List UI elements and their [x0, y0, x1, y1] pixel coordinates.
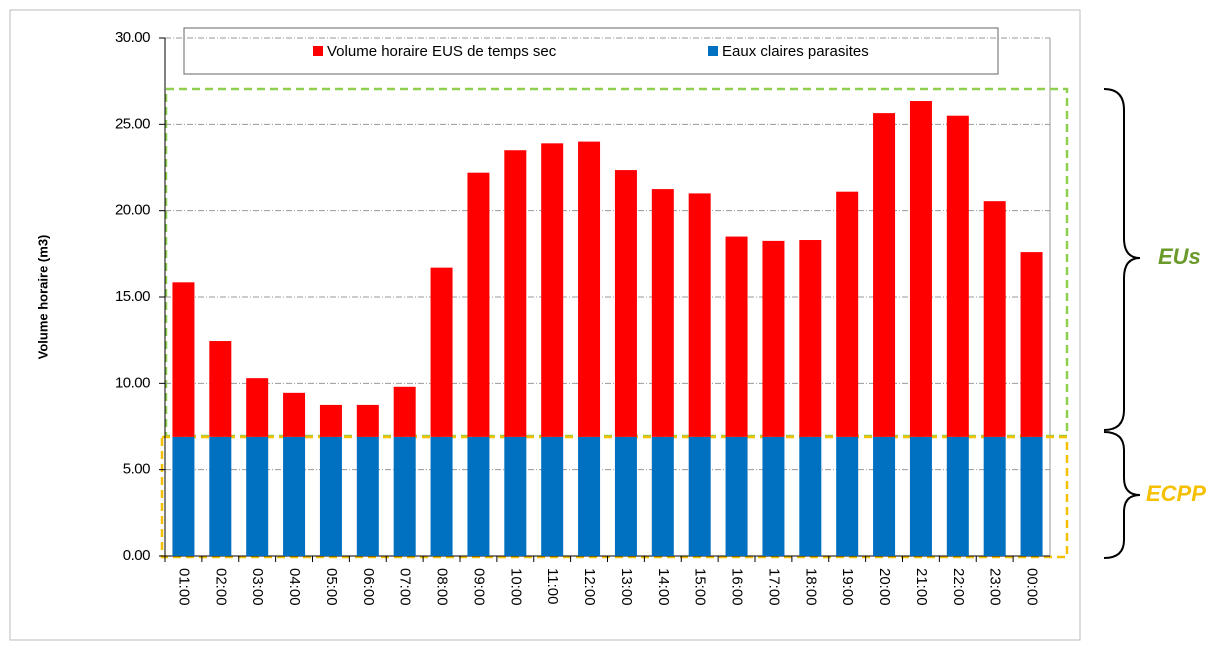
x-tick-label: 07:00: [397, 568, 414, 606]
bar-segment: [1020, 436, 1043, 556]
x-tick-label: 06:00: [360, 568, 377, 606]
bar-segment: [319, 436, 342, 556]
x-tick-label: 08:00: [434, 568, 451, 606]
bar-segment: [909, 101, 932, 437]
bar-segment: [356, 436, 379, 556]
bar-segment: [172, 436, 195, 556]
bar-segment: [393, 436, 416, 556]
legend-box: [183, 27, 999, 75]
bar-segment: [393, 386, 416, 437]
x-tick-label: 23:00: [987, 568, 1004, 606]
bar-segment: [541, 143, 564, 437]
bar-segment: [1020, 252, 1043, 437]
bar-segment: [873, 113, 896, 437]
bar-segment: [873, 436, 896, 556]
x-tick-label: 19:00: [839, 568, 856, 606]
bar-segment: [467, 172, 490, 437]
x-tick-label: 12:00: [581, 568, 598, 606]
bar-segment: [578, 436, 601, 556]
bar-segment: [319, 404, 342, 437]
y-tick-label: 25.00: [115, 115, 150, 132]
chart-frame: [9, 9, 1081, 641]
x-tick-label: 02:00: [212, 568, 229, 606]
x-tick-label: 15:00: [692, 568, 709, 606]
bar-segment: [799, 240, 822, 437]
bar-segment: [909, 436, 932, 556]
ecpp-brace: [1103, 431, 1141, 559]
eus-annotation: EUs: [1158, 244, 1201, 269]
bar-segment: [946, 436, 969, 556]
x-tick-label: 17:00: [765, 568, 782, 606]
bar-segment: [725, 436, 748, 556]
legend-label: Volume horaire EUS de temps sec: [327, 43, 557, 60]
bar-segment: [504, 150, 527, 437]
bar-segment: [799, 436, 822, 556]
bar-segment: [246, 378, 269, 437]
x-tick-label: 22:00: [950, 568, 967, 606]
bar-segment: [946, 115, 969, 437]
bar-segment: [209, 341, 232, 437]
x-tick-label: 03:00: [249, 568, 266, 606]
bar-segment: [836, 191, 859, 437]
bar-segment: [614, 436, 637, 556]
x-tick-label: 01:00: [175, 568, 192, 606]
y-tick-label: 5.00: [123, 461, 150, 478]
x-tick-label: 05:00: [323, 568, 340, 606]
bar-segment: [651, 436, 674, 556]
bar-segment: [762, 240, 785, 437]
bar-segment: [430, 267, 453, 437]
bar-segment: [172, 282, 195, 437]
bar-segment: [688, 436, 711, 556]
y-tick-label: 10.00: [115, 374, 150, 391]
bar-segment: [983, 201, 1006, 437]
bar-segment: [762, 436, 785, 556]
x-tick-label: 11:00: [544, 568, 561, 604]
bar-segment: [467, 436, 490, 556]
bar-segment: [356, 404, 379, 437]
legend-swatch: [708, 46, 718, 56]
bar-segment: [209, 436, 232, 556]
bar-segment: [283, 436, 306, 556]
x-tick-label: 10:00: [507, 568, 524, 606]
x-tick-label: 00:00: [1024, 568, 1041, 606]
legend-label: Eaux claires parasites: [722, 43, 869, 60]
bar-segment: [725, 236, 748, 437]
x-tick-label: 04:00: [286, 568, 303, 606]
x-tick-label: 21:00: [913, 568, 930, 606]
y-tick-label: 15.00: [115, 288, 150, 305]
bar-segment: [983, 436, 1006, 556]
bar-segment: [283, 392, 306, 437]
x-tick-label: 20:00: [876, 568, 893, 606]
x-tick-label: 14:00: [655, 568, 672, 606]
eus-brace: [1103, 88, 1141, 431]
bar-segment: [614, 170, 637, 437]
bar-segment: [688, 193, 711, 437]
y-tick-label: 30.00: [115, 29, 150, 46]
bar-segment: [651, 189, 674, 437]
y-tick-label: 20.00: [115, 202, 150, 219]
legend-swatch: [313, 46, 323, 56]
bar-segment: [430, 436, 453, 556]
x-tick-label: 18:00: [802, 568, 819, 606]
ecpp-annotation: ECPP: [1146, 481, 1206, 506]
x-tick-label: 09:00: [470, 568, 487, 606]
bar-segment: [578, 141, 601, 437]
y-tick-label: 0.00: [123, 547, 150, 564]
bar-segment: [541, 436, 564, 556]
y-axis-label: Volume horaire (m3): [35, 235, 50, 360]
bar-segment: [504, 436, 527, 556]
ecpp-highlight: [160, 435, 1069, 559]
bar-segment: [836, 436, 859, 556]
x-tick-label: 13:00: [618, 568, 635, 606]
bar-segment: [246, 436, 269, 556]
x-tick-label: 16:00: [729, 568, 746, 606]
